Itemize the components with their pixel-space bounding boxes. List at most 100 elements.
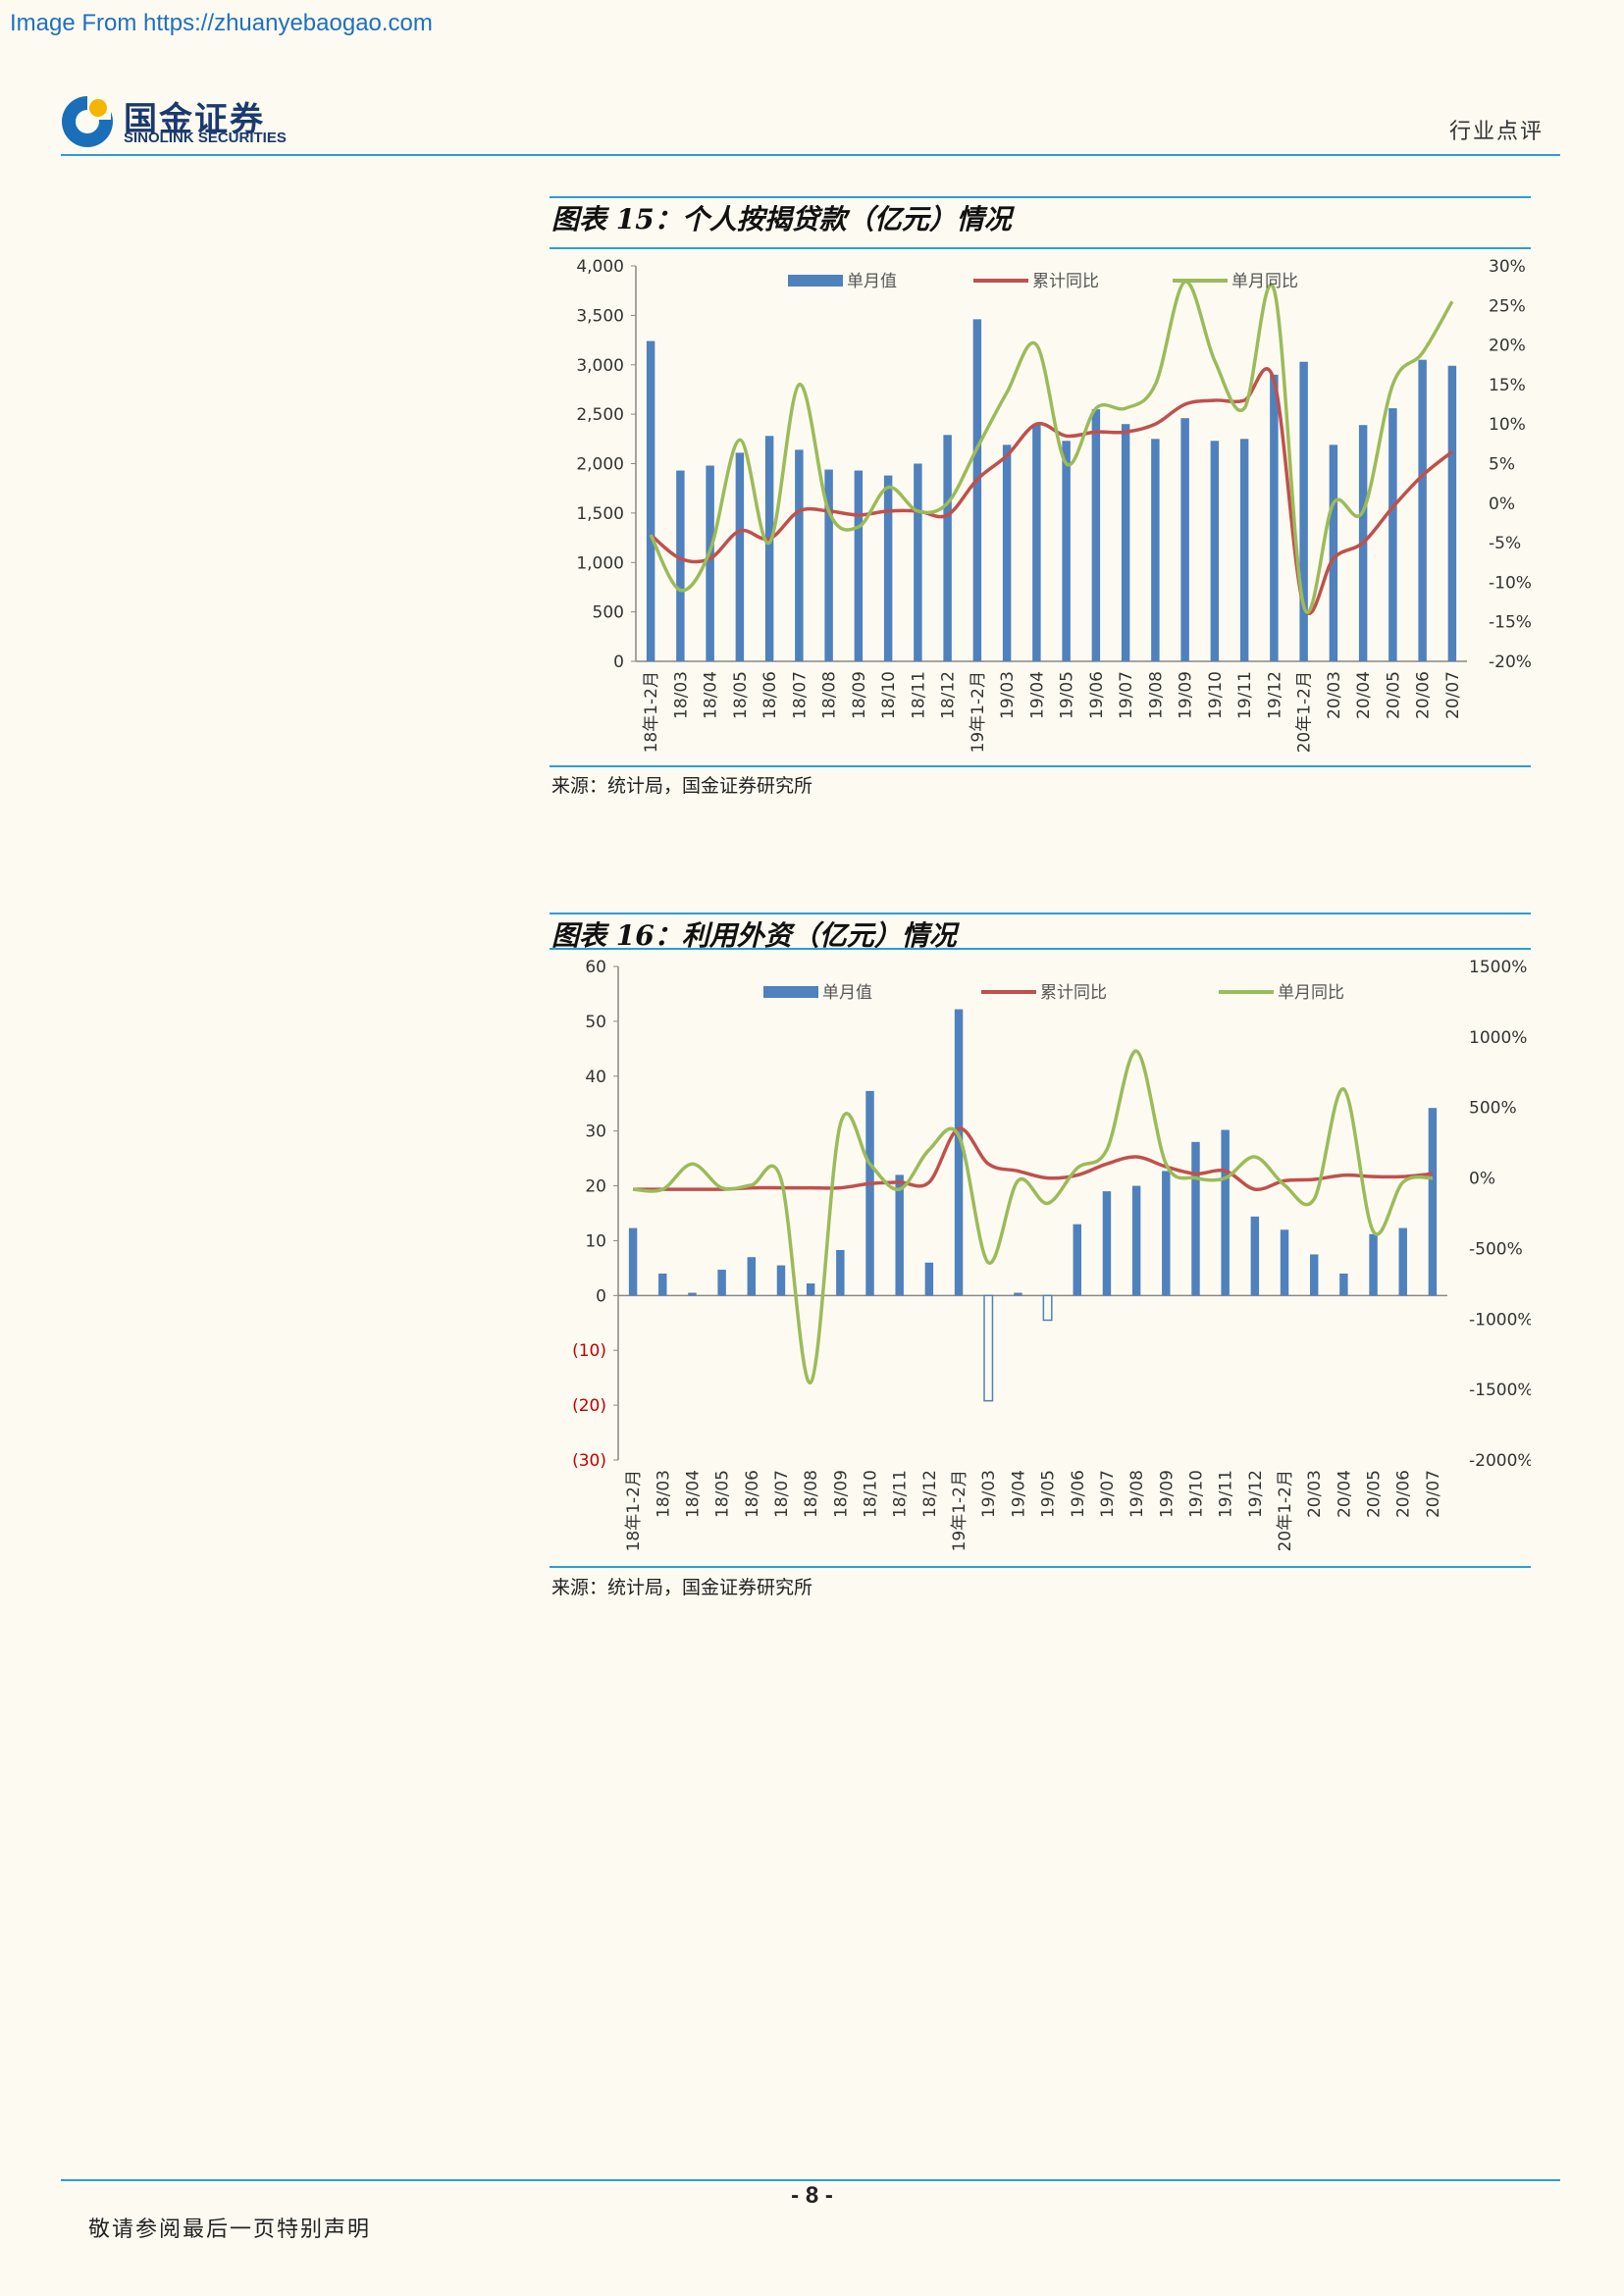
left-tick-label: 0	[596, 1286, 606, 1306]
right-tick-label: -2000%	[1469, 1451, 1531, 1471]
x-tick-label: 18/03	[654, 1470, 673, 1518]
x-tick-label: 20/07	[1424, 1470, 1443, 1518]
x-tick-label: 19/05	[1039, 1470, 1059, 1518]
bar-26	[1418, 359, 1427, 661]
right-tick-label: 25%	[1489, 296, 1526, 316]
figure-15-bottom-rule	[550, 765, 1531, 767]
x-tick-label: 18/05	[731, 671, 751, 719]
right-tick-label: -5%	[1489, 534, 1521, 553]
x-tick-label: 20/06	[1414, 671, 1434, 719]
bar-23	[1329, 444, 1338, 661]
left-tick-label: 3,000	[576, 356, 624, 376]
bar-10	[943, 435, 952, 661]
x-tick-label: 19/11	[1235, 671, 1255, 719]
bar-14	[1062, 441, 1071, 661]
x-tick-label: 18/03	[671, 671, 691, 719]
x-tick-label: 19/08	[1146, 671, 1166, 719]
bar-22	[1299, 361, 1308, 661]
left-tick-label: 30	[585, 1122, 606, 1142]
header-divider	[61, 154, 1560, 156]
x-tick-label: 18/12	[920, 1470, 940, 1518]
x-tick-label: 19/06	[1087, 671, 1107, 719]
figure-16-chart: (30) (20) (10) 0 10 20 30 40 50 60 -2000% -1500% -10…	[572, 958, 1531, 1551]
bar-13	[1014, 1292, 1022, 1296]
x-tick-label: 18/07	[790, 671, 810, 719]
bar-18	[1180, 418, 1189, 661]
bar-27	[1428, 1108, 1438, 1296]
bar-16	[1102, 1191, 1112, 1296]
line-cumulative-yoy	[649, 367, 1453, 616]
x-tick-label: 19/10	[1206, 671, 1226, 719]
x-tick-label: 20/05	[1365, 1470, 1385, 1518]
figure-16-bottom-rule	[550, 1566, 1531, 1568]
bar-15	[1091, 409, 1101, 661]
bar-5	[795, 449, 804, 661]
left-tick-label: 1,000	[576, 553, 624, 573]
x-tick-label: 18/06	[743, 1470, 762, 1518]
legend-label: 单月同比	[1231, 272, 1298, 291]
bar-6	[806, 1283, 815, 1296]
x-tick-label: 20/03	[1305, 1470, 1325, 1518]
bar-12	[983, 1294, 994, 1402]
watermark: Image From https://zhuanyebaogao.com	[10, 10, 433, 36]
bar-19	[1191, 1141, 1200, 1296]
bar-15	[1073, 1224, 1081, 1296]
figure-15-chart: 0 500 1,000 1,500 2,000 2,500 3,000 3,500 4,000 -…	[576, 257, 1531, 753]
x-tick-label: 18/05	[713, 1470, 733, 1518]
bar-27	[1447, 365, 1457, 661]
bar-20	[1239, 439, 1249, 661]
x-tick-label: 18/11	[909, 671, 928, 719]
x-tick-label: 18/10	[862, 1470, 881, 1518]
bar-18	[1162, 1171, 1171, 1296]
bar-2	[706, 465, 714, 661]
right-tick-label: -1500%	[1469, 1381, 1531, 1400]
x-tick-label: 20/06	[1394, 1470, 1414, 1518]
x-tick-label: 18年1-2月	[624, 1470, 644, 1551]
bar-16	[1121, 424, 1130, 661]
x-tick-label: 18/07	[772, 1470, 792, 1518]
x-tick-label: 18/11	[891, 1470, 911, 1518]
x-tick-label: 19/12	[1246, 1470, 1266, 1518]
right-tick-label: -10%	[1489, 573, 1531, 593]
x-tick-label: 20/03	[1325, 671, 1344, 719]
left-tick-label: 2,000	[576, 455, 624, 475]
bar-26	[1398, 1227, 1407, 1296]
bar-8	[883, 475, 893, 661]
company-name-cn: 国金证券	[124, 100, 265, 139]
x-tick-label: 19/06	[1069, 1470, 1088, 1518]
bar-25	[1369, 1233, 1378, 1296]
bar-9	[895, 1174, 904, 1296]
left-tick-label: 1,500	[576, 504, 624, 524]
x-tick-label: 19/08	[1127, 1470, 1147, 1518]
x-tick-label: 20/07	[1443, 671, 1463, 719]
bar-7	[854, 470, 864, 661]
left-tick-label: 20	[585, 1177, 606, 1197]
x-tick-label: 19/05	[1058, 671, 1077, 719]
right-tick-label: 1500%	[1469, 958, 1527, 977]
x-tick-label: 20/04	[1354, 671, 1374, 719]
bar-20	[1221, 1129, 1230, 1296]
bar-23	[1309, 1254, 1319, 1296]
right-tick-label: 1000%	[1469, 1028, 1527, 1048]
right-tick-label: 5%	[1489, 455, 1515, 475]
figure-16-top-rule	[550, 913, 1531, 914]
x-tick-label: 19/09	[1157, 1470, 1177, 1518]
figure-15-title-rule	[550, 247, 1531, 249]
x-tick-label: 18/12	[939, 671, 959, 719]
bar-7	[836, 1249, 845, 1296]
bar-3	[735, 452, 745, 661]
bar-0	[646, 340, 655, 661]
x-tick-label: 20年1-2月	[1295, 671, 1315, 753]
right-tick-label: -20%	[1489, 652, 1531, 672]
x-tick-label: 19/04	[1009, 1470, 1028, 1518]
left-tick-label: 0	[613, 652, 624, 672]
legend-swatch-bar	[763, 986, 818, 998]
legend-swatch-bar	[788, 275, 843, 287]
left-tick-label: 500	[593, 603, 624, 623]
right-tick-label: 30%	[1489, 257, 1526, 277]
company-logo: 国金证券 SINOLINK SECURITIES	[61, 92, 296, 149]
bar-3	[717, 1270, 726, 1296]
line-cumulative-yoy	[633, 1126, 1434, 1192]
legend-label: 累计同比	[1040, 983, 1107, 1003]
x-tick-label: 18年1-2月	[642, 671, 661, 753]
